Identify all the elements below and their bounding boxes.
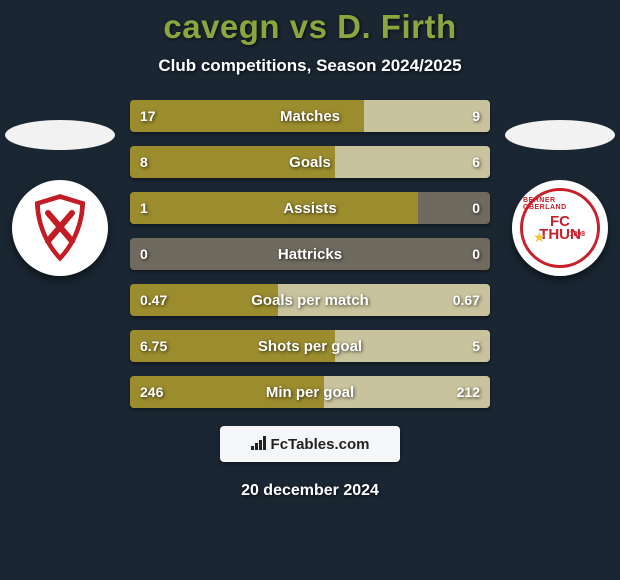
stat-row: 10Assists bbox=[130, 192, 490, 224]
comparison-card: cavegn vs D. Firth Club competitions, Se… bbox=[0, 0, 620, 580]
watermark: FcTables.com bbox=[220, 426, 400, 462]
stat-row: 6.755Shots per goal bbox=[130, 330, 490, 362]
player-left bbox=[0, 120, 120, 276]
stat-row: 00Hattricks bbox=[130, 238, 490, 270]
subtitle: Club competitions, Season 2024/2025 bbox=[0, 56, 620, 76]
date: 20 december 2024 bbox=[0, 482, 620, 500]
badge-year: 1898 bbox=[569, 231, 585, 238]
stat-label: Assists bbox=[130, 192, 490, 224]
watermark-text: FcTables.com bbox=[271, 436, 370, 453]
stat-label: Hattricks bbox=[130, 238, 490, 270]
page-title: cavegn vs D. Firth bbox=[0, 8, 620, 46]
stat-row: 246212Min per goal bbox=[130, 376, 490, 408]
stat-row: 179Matches bbox=[130, 100, 490, 132]
stats-table: 179Matches 86Goals 10Assists 00Hattricks 0.4… bbox=[130, 100, 490, 408]
club-badge-left bbox=[12, 180, 108, 276]
stat-row: 0.470.67Goals per match bbox=[130, 284, 490, 316]
player-right: BERNER OBERLAND FC THUN ★ 1898 bbox=[500, 120, 620, 276]
stat-label: Min per goal bbox=[130, 376, 490, 408]
badge-top-text: BERNER OBERLAND bbox=[523, 197, 597, 211]
thun-badge-inner: BERNER OBERLAND FC THUN ★ 1898 bbox=[520, 188, 600, 268]
avatar-placeholder-right bbox=[505, 120, 615, 150]
stat-label: Goals bbox=[130, 146, 490, 178]
signal-icon bbox=[251, 436, 267, 453]
star-icon: ★ bbox=[533, 229, 546, 246]
shield-icon bbox=[28, 191, 92, 265]
stat-label: Matches bbox=[130, 100, 490, 132]
stat-row: 86Goals bbox=[130, 146, 490, 178]
stat-label: Goals per match bbox=[130, 284, 490, 316]
stat-label: Shots per goal bbox=[130, 330, 490, 362]
club-badge-right: BERNER OBERLAND FC THUN ★ 1898 bbox=[512, 180, 608, 276]
avatar-placeholder-left bbox=[5, 120, 115, 150]
